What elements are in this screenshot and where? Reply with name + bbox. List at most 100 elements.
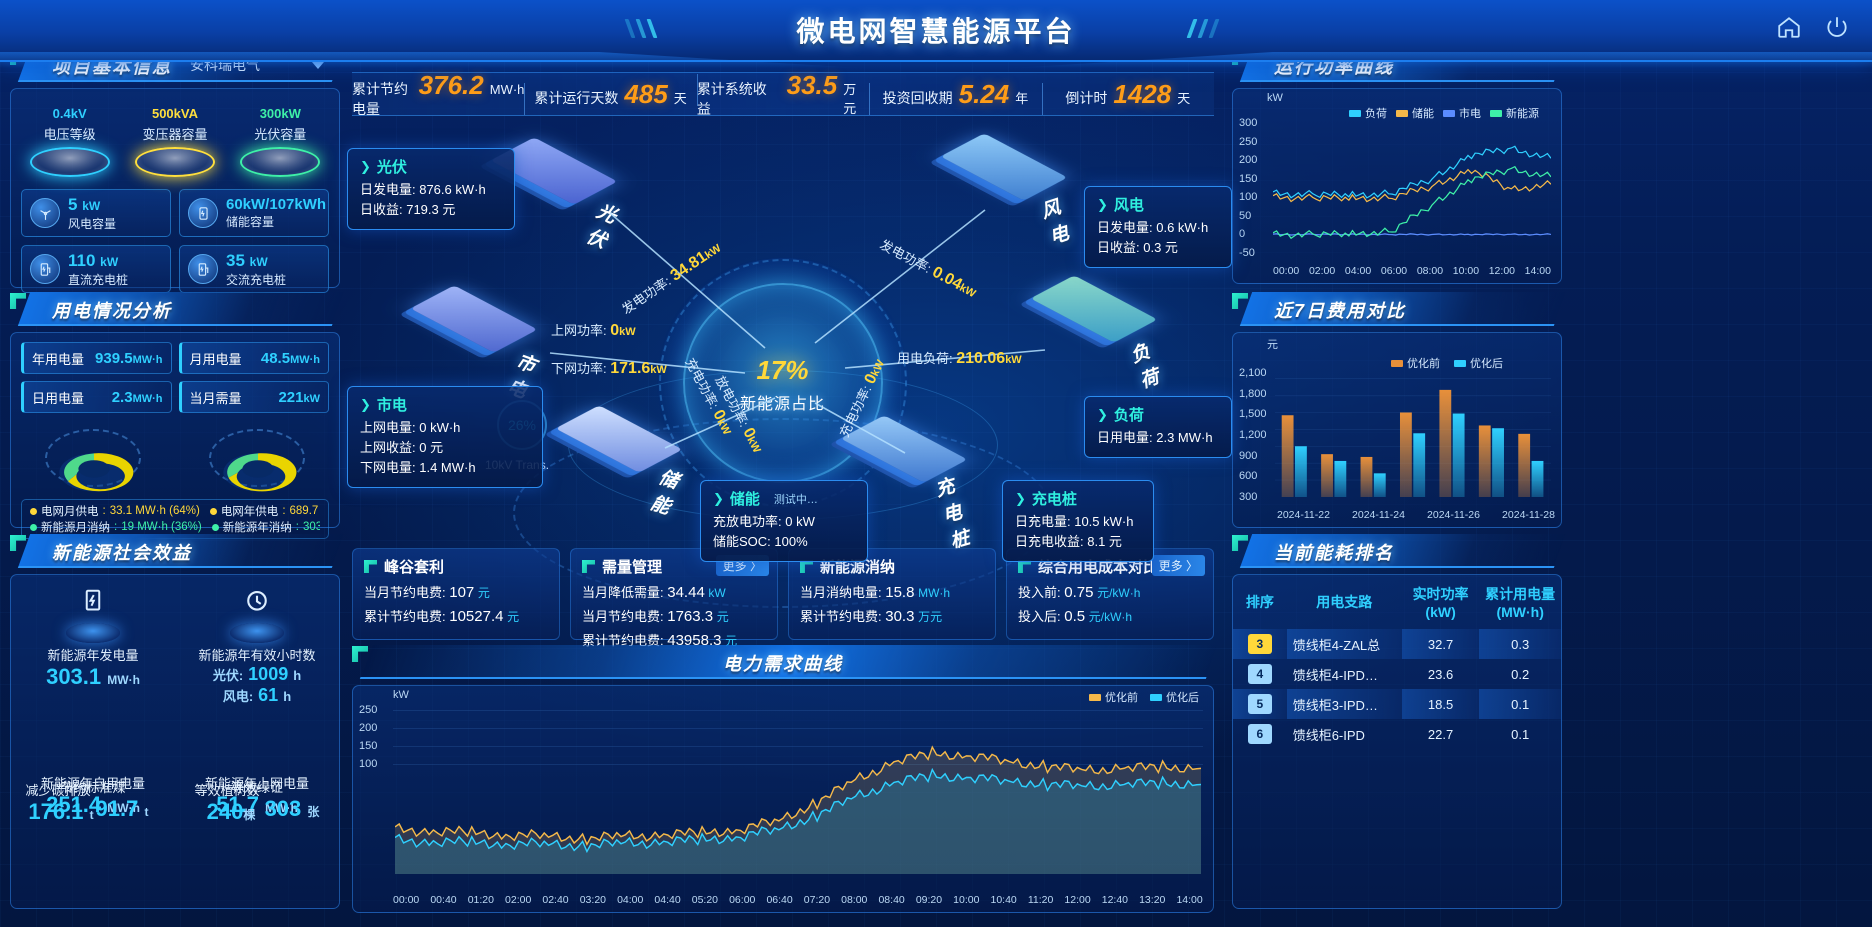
capacity-unit: kV [70,106,87,121]
card-cost-comparison: 综合用电成本对比 更多 〉 投入前: 0.75 元/kW·h 投入后: 0.5 … [1006,548,1214,640]
x-tick: 02:40 [542,894,569,906]
donut-chart-month [34,423,152,495]
legend-swatch [1443,109,1455,117]
arrow-icon: ❯ [1015,490,1026,506]
home-icon[interactable] [1776,14,1802,40]
x-tick: 00:00 [1273,265,1300,277]
usage-cell-demand: 当月需量 221kW [178,381,329,413]
power-icon[interactable] [1824,14,1850,40]
app-header: 微电网智慧能源平台 [0,0,1872,62]
panel-title-text: 当前能耗排名 [1274,543,1394,563]
social-sub-value: 1009 [248,664,289,684]
infobox-row: 日充电收益: 8.1 元 [1015,534,1122,550]
x-tick: 08:00 [841,894,868,906]
item-value: 35 [226,250,245,270]
x-tick: 2024-11-22 [1277,509,1330,521]
cell-branch: 馈线柜4-ZAL总 [1286,629,1402,659]
card-title: 综合用电成本对比 [1038,559,1159,576]
kpi-item: 累计运行天数 485 天 [524,78,696,115]
kpi-unit: 天 [673,90,687,106]
cost-compare-body: 元 优化前 优化后 2,100 1,800 1,500 1,200 900 600 300 … [1232,332,1562,528]
y-tick: 150 [1239,172,1258,185]
kpi-item: 累计节约电量 376.2 MW·h [352,70,524,119]
battery-bolt-icon [85,589,101,611]
capacity-unit: kVA [173,106,198,121]
infobox-title: 风电 [1113,197,1144,214]
power-x-axis: 00:00 02:00 04:00 06:00 08:00 10:00 12:00 14:00 [1273,265,1551,277]
x-tick: 12:00 [1488,265,1515,277]
panel-title-text: 电力需求曲线 [723,654,843,674]
legend-swatch [1150,693,1162,701]
demand-line-chart [395,745,1201,874]
card-peak-valley-arbitrage: 峰谷套利 当月节约电费: 107 元 累计节约电费: 10527.4 元 [352,548,560,640]
capacity-unit: kW [281,106,301,121]
kpi-label: 投资回收期 [882,89,953,106]
infobox-badge: 测试中… [773,493,818,506]
cell-rank: 4 [1233,659,1287,689]
usage-unit: MW·h [132,392,163,405]
social-sub-value: 61 [258,685,279,705]
kpi-value: 485 [624,78,668,109]
cell-power: 22.7 [1427,726,1454,742]
social-item-cert: 等效绿证 303 张 [175,775,339,822]
more-button[interactable]: 更多 〉 [1151,555,1205,576]
legend-name: 新能源月消纳 [41,522,110,534]
infobox-row: 日发电量: 876.6 kW·h [360,182,486,197]
charger-icon [198,262,208,276]
kpi-label: 累计系统收益 [696,80,767,117]
cell-rank: 3 [1233,629,1287,659]
col-power: 实时功率 (kW) [1412,586,1469,620]
kpi-label: 倒计时 [1065,89,1108,106]
demand-chart-body: kW 优化前 优化后 250 200 150 100 00:00 00:40 01:… [352,685,1214,913]
usage-unit: MW·h [132,353,163,366]
usage-label: 年用电量 [32,351,85,367]
power-line-chart [1273,145,1551,240]
card-title: 峰谷套利 [384,559,445,576]
basic-item-dc-charger: 110 kW 直流充电桩 [21,245,171,294]
infobox-title: 充电桩 [1031,491,1077,508]
usage-value: 48.5 [260,349,291,367]
table-row[interactable]: 4 馈线柜4-IPD… 23.6 0.2 [1233,659,1561,689]
legend-label: 负荷 [1365,108,1387,120]
panel-title-text: 近7日费用对比 [1274,301,1407,321]
infobox-pv: ❯ 光伏 日发电量: 876.6 kW·h 日收益: 719.3 元 [347,148,515,231]
social-value: 176.1 [28,799,84,824]
table-row[interactable]: 5 馈线柜3-IPD… 18.5 0.1 [1233,689,1561,719]
legend-label: 优化后 [1470,358,1503,370]
x-tick: 06:40 [766,894,793,906]
legend-label: 优化后 [1166,692,1199,704]
capacity-value: 0.4 [52,106,71,121]
capacity-voltage: 0.4kV 电压等级 [20,99,120,178]
x-tick: 08:00 [1416,265,1444,277]
card-title: 新能源消纳 [820,559,896,576]
usage-cell-year: 年用电量 939.5MW·h [21,342,172,374]
social-value: 51.7 [216,792,260,817]
panel-title-text: 新能源社会效益 [52,543,192,563]
x-tick: 06:00 [729,894,756,906]
arrow-icon: ❯ [360,396,371,412]
legend-label: 新能源 [1506,108,1539,120]
usage-legend: 电网月供电 :33.1 MW·h (64%) 电网年供电 :689.7 MW·h… [21,499,329,539]
card-demand-management: 需量管理 更多 〉 当月降低需量: 34.44 kW 当月节约电费: 1763.… [570,548,778,649]
table-row[interactable]: 6 馈线柜6-IPD 22.7 0.1 [1233,719,1561,749]
arrow-icon: ❯ [713,490,724,506]
usage-value: 939.5 [95,349,133,367]
cell-power: 32.7 [1401,629,1480,659]
social-unit: t [89,808,94,822]
infobox-title: 负荷 [1113,407,1144,424]
cell-energy: 0.1 [1511,726,1530,742]
usage-label: 月用电量 [189,351,242,367]
legend-swatch [1089,693,1101,701]
panel-title-demand: 电力需求曲线 [352,645,1219,679]
infobox-row: 日发电量: 0.6 kW·h [1097,220,1209,235]
x-tick: 08:40 [878,894,905,906]
legend-label: 储能 [1412,108,1434,120]
table-header-row: 排序 用电支路 实时功率 (kW) 累计用电量 (MW·h) [1233,575,1561,629]
panel-basic-info: 项目基本信息 安科瑞电气 0.4kV 电压等级 500kVA 变压器容量 300… [10,48,345,294]
kpi-value: 1428 [1113,78,1172,109]
x-tick: 04:40 [654,894,681,906]
usage-unit: kW [303,392,321,405]
infobox-load: ❯ 负荷 日用电量: 2.3 MW·h [1084,396,1232,459]
table-row[interactable]: 3 馈线柜4-ZAL总 32.7 0.3 [1233,629,1561,659]
capacity-value: 300 [259,106,282,121]
